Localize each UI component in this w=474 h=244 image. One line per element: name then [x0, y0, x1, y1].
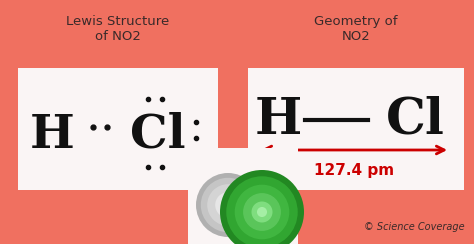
Ellipse shape — [207, 184, 249, 226]
Bar — [248, 68, 464, 190]
Ellipse shape — [196, 173, 260, 237]
Ellipse shape — [252, 202, 273, 223]
Ellipse shape — [226, 176, 298, 244]
Ellipse shape — [257, 207, 267, 217]
Bar — [18, 68, 218, 190]
Ellipse shape — [221, 198, 235, 212]
Text: Geometry of
NO2: Geometry of NO2 — [314, 15, 398, 43]
Text: H: H — [29, 112, 74, 158]
Text: Lewis Structure
of NO2: Lewis Structure of NO2 — [66, 15, 170, 43]
Text: H: H — [255, 95, 301, 144]
Text: Cl: Cl — [130, 112, 186, 158]
Ellipse shape — [220, 170, 304, 244]
Text: 127.4 pm: 127.4 pm — [314, 163, 394, 177]
Ellipse shape — [235, 185, 289, 239]
Text: Cl: Cl — [385, 95, 445, 144]
Ellipse shape — [201, 178, 255, 232]
Bar — [188, 148, 298, 244]
Ellipse shape — [243, 193, 281, 231]
Text: © Science Coverage: © Science Coverage — [365, 222, 465, 232]
Ellipse shape — [215, 192, 241, 218]
